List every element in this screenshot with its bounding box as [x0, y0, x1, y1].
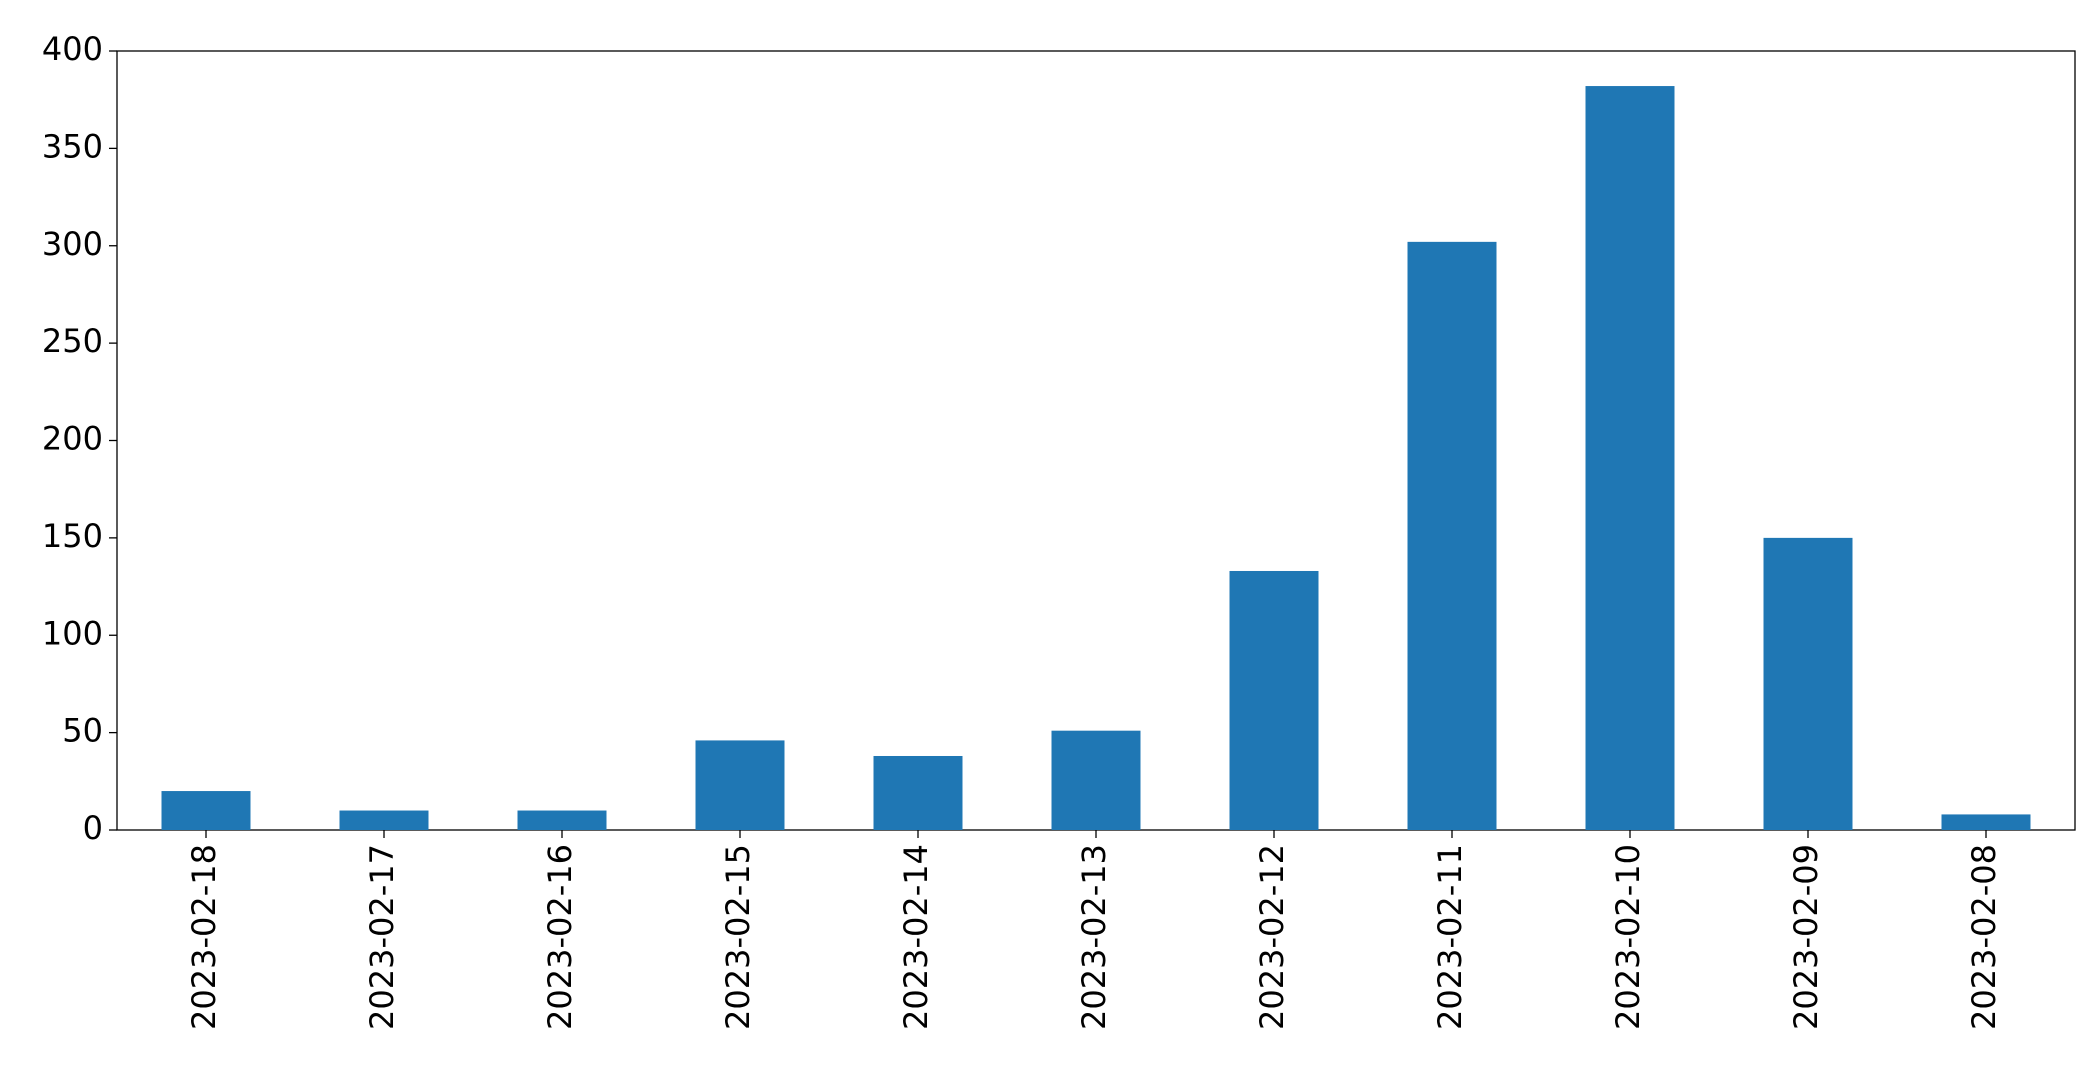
x-tick-label: 2023-02-09	[1787, 844, 1825, 1030]
x-tick-label: 2023-02-15	[719, 844, 757, 1030]
x-tick-label: 2023-02-11	[1431, 844, 1469, 1030]
bar	[1941, 814, 2031, 830]
y-tick-label: 150	[42, 517, 103, 555]
y-tick-label: 0	[83, 809, 103, 847]
x-tick-label: 2023-02-18	[185, 844, 223, 1030]
x-tick-label: 2023-02-12	[1253, 844, 1291, 1030]
x-tick-label: 2023-02-13	[1075, 844, 1113, 1030]
bar	[1585, 86, 1675, 831]
bar	[517, 810, 607, 830]
bar	[339, 810, 429, 830]
bar	[695, 740, 785, 830]
y-tick-label: 400	[42, 30, 103, 68]
bar	[161, 791, 251, 830]
x-tick-label: 2023-02-16	[541, 844, 579, 1030]
bar	[873, 755, 963, 830]
y-tick-label: 50	[62, 712, 103, 750]
bar	[1763, 537, 1853, 830]
x-tick-label: 2023-02-08	[1965, 844, 2003, 1030]
y-tick-label: 300	[42, 225, 103, 263]
y-tick-label: 250	[42, 322, 103, 360]
y-tick-label: 350	[42, 127, 103, 165]
bar	[1407, 241, 1497, 831]
y-tick-label: 200	[42, 420, 103, 458]
y-tick-label: 100	[42, 614, 103, 652]
bar	[1051, 730, 1141, 830]
x-tick-label: 2023-02-14	[897, 844, 935, 1030]
bar	[1229, 570, 1319, 830]
x-tick-label: 2023-02-10	[1609, 844, 1647, 1030]
x-tick-label: 2023-02-17	[363, 844, 401, 1030]
